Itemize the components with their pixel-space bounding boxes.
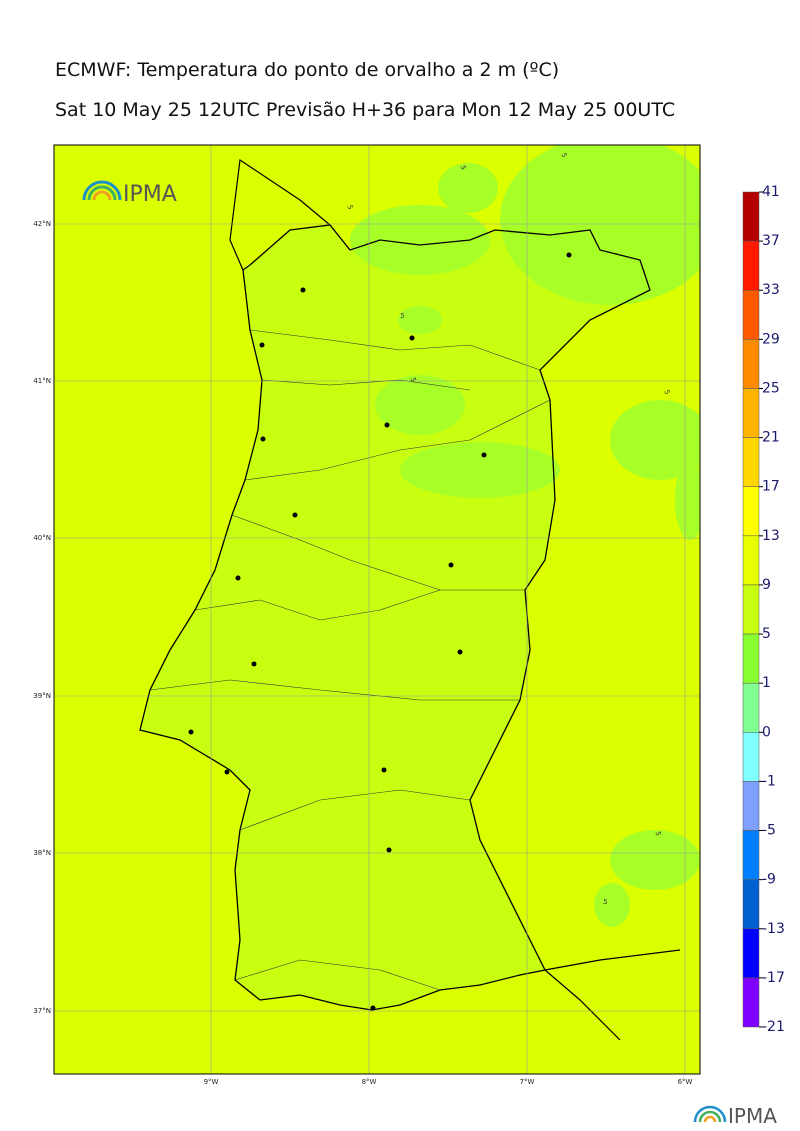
colorbar-segment — [742, 879, 760, 930]
contour-labels: 5 5 5 5 5 5 5 5 — [345, 152, 671, 907]
colorbar-label: 17 — [762, 479, 780, 495]
graticule — [54, 145, 700, 1074]
map-logo: IPMA — [82, 180, 177, 207]
colorbar-label: 29 — [762, 331, 780, 347]
lat-label: 42°N — [33, 220, 51, 228]
spain-coast — [229, 158, 681, 1041]
contour-label: 5 — [662, 389, 671, 396]
district-borders — [149, 329, 551, 991]
contour-label: 5 — [399, 312, 405, 321]
colorbar-label: 0 — [762, 724, 771, 740]
colorbar-label: -1 — [762, 773, 776, 789]
colorbar-label: 1 — [762, 675, 771, 691]
colorbar-label: -17 — [762, 970, 785, 986]
contour-label: 5 — [345, 204, 354, 211]
colorbar-label: 25 — [762, 380, 780, 396]
colorbar-label: 21 — [762, 430, 780, 446]
colorbar-label: -5 — [762, 823, 776, 839]
lat-label: 40°N — [33, 534, 51, 542]
footer-logo: IPMA — [693, 1104, 777, 1128]
colorbar-label: -9 — [762, 872, 776, 888]
title: ECMWF: Temperatura do ponto de orvalho a… — [55, 59, 559, 81]
footer-logo-text: IPMA — [728, 1104, 777, 1128]
lon-label: 9°W — [204, 1078, 219, 1086]
colorbar-segment — [742, 633, 760, 684]
colorbar-segment — [742, 240, 760, 291]
colorbar-segment — [742, 928, 760, 979]
colorbar-segment — [742, 535, 760, 586]
colorbar-segment — [742, 584, 760, 635]
coastline — [139, 224, 651, 1011]
subtitle: Sat 10 May 25 12UTC Previsão H+36 para M… — [55, 99, 675, 121]
lon-label: 6°W — [678, 1078, 693, 1086]
colorbar-segment — [742, 437, 760, 487]
map-frame — [53, 144, 701, 1075]
green-patches — [350, 145, 700, 927]
colorbar-label: 41 — [762, 184, 780, 200]
colorbar-segment — [742, 339, 760, 389]
lat-label: 37°N — [33, 1007, 51, 1015]
colorbar-label: 33 — [762, 282, 780, 298]
colorbar-label: 5 — [762, 626, 771, 642]
colorbar-segment — [742, 732, 760, 782]
lat-label: 41°N — [33, 377, 51, 385]
colorbar-segment — [742, 289, 760, 340]
lat-label: 38°N — [33, 849, 51, 857]
colorbar-segment — [742, 388, 760, 438]
colorbar-segment — [742, 191, 760, 242]
contour-label: 5 — [602, 898, 608, 907]
colorbar-label: 37 — [762, 233, 780, 249]
colorbar-segment — [742, 977, 760, 1028]
contour-label: 5 — [459, 165, 468, 171]
colorbar-segment — [742, 830, 760, 880]
land-field — [140, 225, 650, 1010]
contour-label: 5 — [559, 152, 568, 159]
logo-text: IPMA — [123, 182, 177, 207]
contour-label: 5 — [409, 377, 418, 383]
colorbar-segment — [742, 781, 760, 831]
lat-label: 39°N — [33, 692, 51, 700]
colorbar: 41 37 33 29 25 21 17 13 9 5 1 0 -1 -5 -9 -13 -17 -21 — [742, 184, 785, 1035]
colorbar-segment — [742, 486, 760, 537]
contour-label: 5 — [654, 831, 663, 837]
cities — [188, 252, 572, 1011]
colorbar-label: 13 — [762, 528, 780, 544]
colorbar-label: -13 — [762, 921, 785, 937]
colorbar-segment — [742, 682, 760, 733]
map: 5 5 5 5 5 5 5 5 IPMA — [54, 145, 700, 1074]
colorbar-label: 9 — [762, 577, 771, 593]
colorbar-label: -21 — [762, 1019, 785, 1035]
lon-label: 8°W — [362, 1078, 377, 1086]
lon-label: 7°W — [520, 1078, 535, 1086]
